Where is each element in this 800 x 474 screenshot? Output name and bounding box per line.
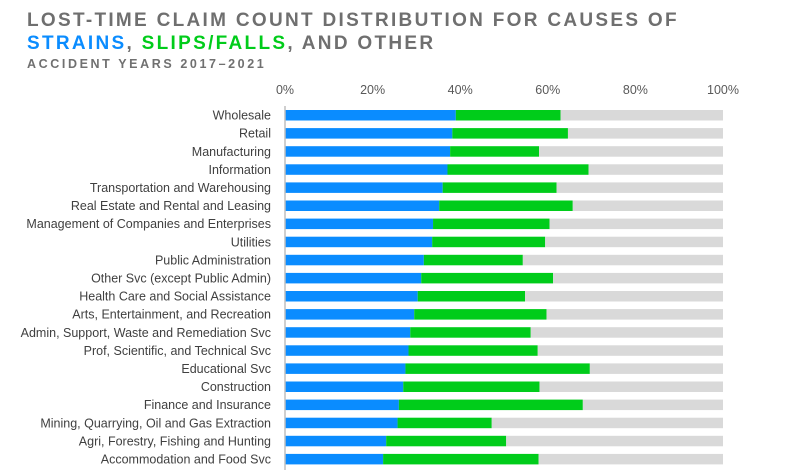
bar-segment-slips-falls bbox=[452, 128, 568, 139]
category-label: Utilities bbox=[231, 235, 271, 249]
bar-segment-other bbox=[506, 435, 723, 447]
bar-segment-other bbox=[572, 200, 723, 211]
bar-segment-other bbox=[491, 417, 723, 429]
bar-segment-other bbox=[530, 327, 723, 338]
bar-segment-slips-falls bbox=[410, 327, 531, 338]
category-label: Public Administration bbox=[155, 253, 271, 267]
x-tick-label: 20% bbox=[360, 83, 385, 97]
category-label: Information bbox=[208, 163, 271, 177]
bar-segment-strains bbox=[285, 200, 440, 211]
x-tick-label: 60% bbox=[535, 83, 560, 97]
bar-segment-strains bbox=[285, 164, 448, 175]
category-label: Manufacturing bbox=[192, 145, 271, 159]
bar-segment-other bbox=[582, 399, 723, 411]
bar-segment-slips-falls bbox=[397, 417, 492, 429]
bar-segment-strains bbox=[285, 453, 384, 465]
bar-segment-strains bbox=[285, 435, 387, 447]
bar-segment-strains bbox=[285, 236, 433, 248]
bar-segment-strains bbox=[285, 417, 398, 429]
bar-segment-other bbox=[539, 381, 723, 392]
bar-segment-slips-falls bbox=[447, 164, 589, 175]
x-tick-label: 100% bbox=[707, 83, 739, 97]
bar-segment-strains bbox=[285, 327, 411, 338]
chart-title-line-1: LOST-TIME CLAIM COUNT DISTRIBUTION FOR C… bbox=[27, 10, 679, 31]
bar-segment-other bbox=[537, 345, 723, 356]
bar-segment-slips-falls bbox=[383, 453, 539, 465]
title-slips-falls-label: SLIPS/FALLS bbox=[141, 33, 288, 54]
bar-segment-slips-falls bbox=[398, 399, 583, 411]
title-other-label: , AND OTHER bbox=[287, 33, 436, 54]
category-label: Construction bbox=[201, 380, 271, 394]
bar-segment-strains bbox=[285, 381, 404, 392]
bar-segment-slips-falls bbox=[408, 345, 538, 356]
bar-segment-other bbox=[538, 453, 723, 465]
bar-segment-strains bbox=[285, 309, 415, 320]
x-axis-ticks: 0% 20% 40% 60% 80% 100% bbox=[276, 83, 739, 97]
bar-segment-strains bbox=[285, 128, 453, 139]
category-label: Retail bbox=[239, 127, 271, 141]
category-label: Agri, Forestry, Fishing and Hunting bbox=[79, 434, 271, 448]
category-label: Accommodation and Food Svc bbox=[101, 452, 271, 466]
bar-segment-strains bbox=[285, 110, 456, 121]
category-label: Other Svc (except Public Admin) bbox=[91, 271, 271, 285]
bar-segment-slips-falls bbox=[421, 272, 554, 284]
bar-segment-slips-falls bbox=[386, 435, 507, 447]
bar-segment-strains bbox=[285, 399, 399, 411]
bar-segment-other bbox=[567, 128, 723, 139]
bar-segment-other bbox=[539, 146, 723, 157]
category-label: Management of Companies and Enterprises bbox=[26, 217, 271, 231]
chart-subtitle: ACCIDENT YEARS 2017–2021 bbox=[27, 57, 267, 71]
chart-title-line-2: STRAINS, SLIPS/FALLS, AND OTHER bbox=[27, 33, 435, 55]
category-label: Finance and Insurance bbox=[144, 398, 271, 412]
category-label: Health Care and Social Assistance bbox=[79, 290, 271, 304]
category-label: Educational Svc bbox=[181, 362, 271, 376]
bar-segment-strains bbox=[285, 218, 434, 230]
category-label: Prof, Scientific, and Technical Svc bbox=[84, 344, 271, 358]
bar-segment-other bbox=[556, 182, 723, 193]
bar-segment-other bbox=[553, 272, 723, 284]
bar-segment-slips-falls bbox=[403, 381, 540, 392]
x-tick-label: 0% bbox=[276, 83, 294, 97]
bar-segment-other bbox=[588, 164, 723, 175]
bar-segment-other bbox=[560, 110, 723, 121]
bar-segment-slips-falls bbox=[414, 309, 547, 320]
bar-segment-other bbox=[525, 291, 723, 302]
bar-segment-strains bbox=[285, 146, 451, 157]
bar-segment-slips-falls bbox=[439, 200, 573, 211]
bar-segment-strains bbox=[285, 363, 406, 374]
bar-segment-strains bbox=[285, 272, 422, 284]
category-label: Arts, Entertainment, and Recreation bbox=[72, 308, 271, 322]
x-tick-label: 40% bbox=[448, 83, 473, 97]
x-tick-label: 80% bbox=[623, 83, 648, 97]
category-label: Real Estate and Rental and Leasing bbox=[71, 199, 271, 213]
bar-segment-slips-falls bbox=[405, 363, 590, 374]
bar-segment-slips-falls bbox=[433, 218, 550, 230]
bar-segment-other bbox=[522, 254, 723, 266]
bar-segment-slips-falls bbox=[432, 236, 546, 248]
bar-segment-slips-falls bbox=[442, 182, 557, 193]
bar-segment-strains bbox=[285, 254, 424, 266]
bar-segment-slips-falls bbox=[417, 291, 526, 302]
title-strains-label: STRAINS bbox=[27, 33, 127, 54]
bar-segment-slips-falls bbox=[455, 110, 561, 121]
bar-segment-strains bbox=[285, 345, 409, 356]
bar-segment-other bbox=[589, 363, 723, 374]
title-separator: , bbox=[126, 33, 142, 54]
bars bbox=[285, 110, 723, 465]
bar-segment-other bbox=[546, 309, 723, 320]
bar-segment-other bbox=[545, 236, 723, 248]
category-label: Transportation and Warehousing bbox=[90, 181, 271, 195]
category-labels: Wholesale Retail Manufacturing Information T… bbox=[21, 109, 271, 467]
bar-segment-strains bbox=[285, 182, 443, 193]
bar-segment-slips-falls bbox=[450, 146, 540, 157]
category-label: Mining, Quarrying, Oil and Gas Extractio… bbox=[40, 416, 271, 430]
bar-segment-slips-falls bbox=[423, 254, 523, 266]
bar-segment-strains bbox=[285, 291, 418, 302]
category-label: Wholesale bbox=[213, 109, 271, 123]
bar-segment-other bbox=[549, 218, 723, 230]
category-label: Admin, Support, Waste and Remediation Sv… bbox=[21, 326, 271, 340]
